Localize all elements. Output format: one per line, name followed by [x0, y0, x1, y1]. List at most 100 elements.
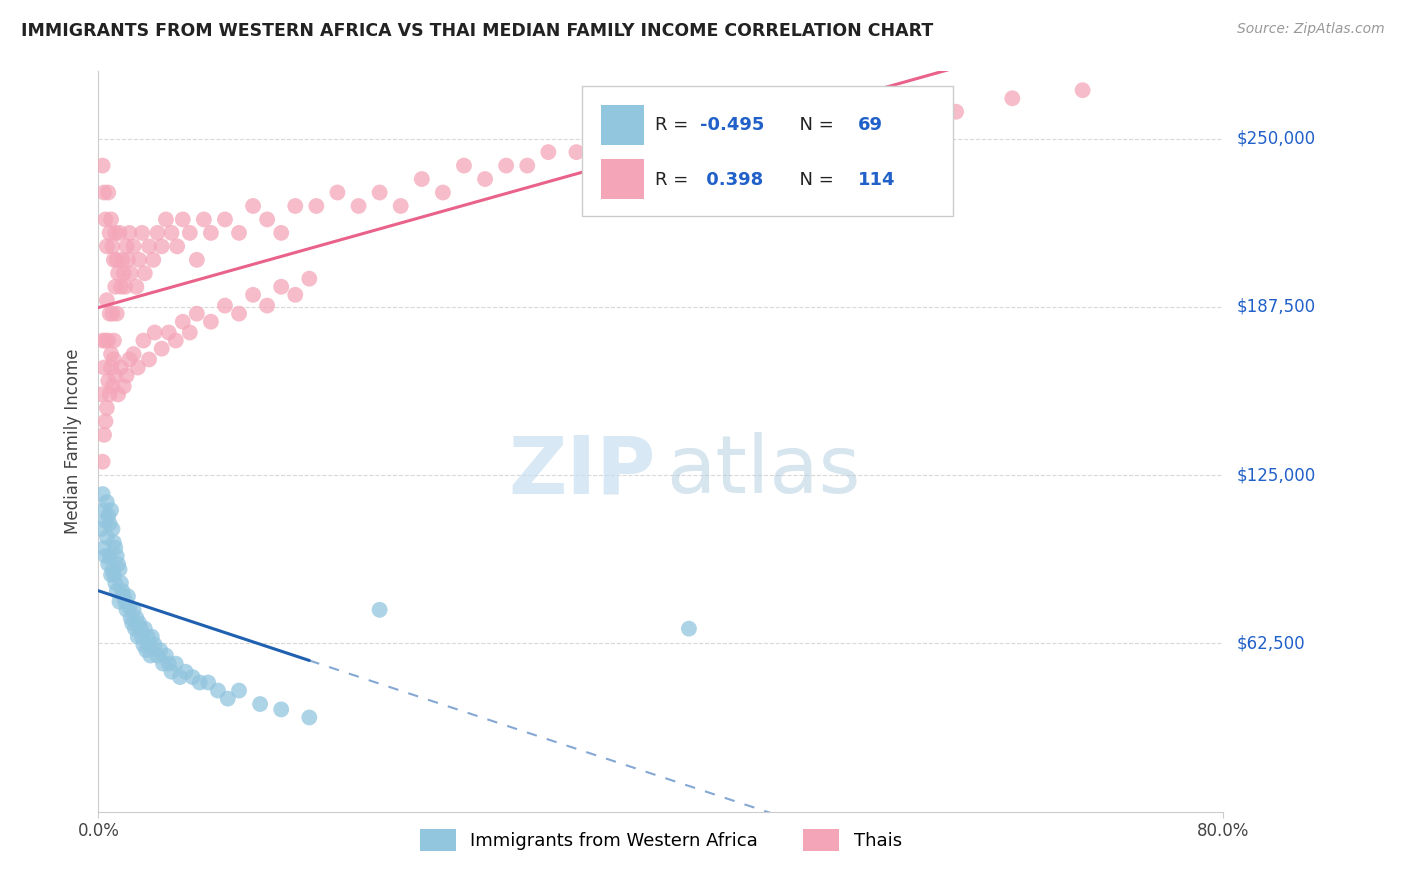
Point — [678, 622, 700, 636]
Point — [91, 487, 114, 501]
Point — [790, 104, 813, 119]
Point — [105, 549, 128, 563]
Text: N =: N = — [787, 171, 839, 189]
Point — [143, 638, 166, 652]
Point — [132, 334, 155, 348]
Point — [105, 584, 128, 599]
Point — [94, 334, 117, 348]
Point — [157, 326, 180, 340]
Point — [125, 279, 148, 293]
Point — [174, 665, 197, 679]
Point — [664, 126, 686, 140]
Text: $62,500: $62,500 — [1237, 634, 1306, 652]
Point — [1001, 91, 1024, 105]
Point — [112, 590, 135, 604]
Point — [593, 136, 616, 151]
Text: -0.495: -0.495 — [700, 117, 765, 135]
Point — [103, 252, 125, 267]
Point — [96, 530, 118, 544]
Point — [98, 226, 121, 240]
Point — [98, 549, 121, 563]
Point — [127, 360, 149, 375]
Point — [108, 595, 131, 609]
Point — [104, 541, 127, 555]
Point — [127, 630, 149, 644]
Point — [98, 387, 121, 401]
Text: ZIP: ZIP — [508, 432, 655, 510]
Point — [179, 326, 201, 340]
Point — [138, 638, 160, 652]
Point — [1071, 83, 1094, 97]
Point — [107, 266, 129, 280]
Point — [228, 683, 250, 698]
Point — [103, 567, 125, 582]
Point — [114, 279, 136, 293]
Point — [101, 379, 124, 393]
Point — [93, 360, 115, 375]
Point — [706, 118, 728, 132]
Point — [115, 603, 138, 617]
Point — [90, 387, 112, 401]
Point — [110, 575, 132, 590]
Point — [100, 503, 122, 517]
Point — [131, 226, 153, 240]
Point — [93, 427, 115, 442]
Point — [193, 212, 215, 227]
Point — [97, 508, 120, 523]
Point — [93, 541, 115, 555]
Text: N =: N = — [787, 117, 839, 135]
FancyBboxPatch shape — [602, 159, 644, 200]
Text: $250,000: $250,000 — [1237, 129, 1316, 148]
Point — [565, 145, 588, 160]
Point — [94, 414, 117, 428]
Text: 69: 69 — [858, 117, 883, 135]
Text: 0.398: 0.398 — [700, 171, 763, 189]
Point — [108, 226, 131, 240]
Point — [117, 252, 139, 267]
Point — [298, 271, 321, 285]
Point — [96, 293, 118, 308]
Point — [214, 299, 236, 313]
Point — [249, 697, 271, 711]
Point — [120, 611, 142, 625]
Point — [228, 226, 250, 240]
Point — [432, 186, 454, 200]
Point — [134, 266, 156, 280]
Point — [96, 239, 118, 253]
Point — [256, 299, 278, 313]
Point — [134, 622, 156, 636]
Point — [136, 630, 159, 644]
Point — [326, 186, 349, 200]
Point — [389, 199, 412, 213]
Point — [166, 239, 188, 253]
Point — [118, 600, 141, 615]
Point — [132, 638, 155, 652]
Y-axis label: Median Family Income: Median Family Income — [65, 349, 83, 534]
Point — [186, 307, 208, 321]
Point — [200, 226, 222, 240]
Point — [122, 603, 145, 617]
Point — [98, 516, 121, 531]
Point — [96, 495, 118, 509]
Point — [91, 159, 114, 173]
Point — [270, 279, 292, 293]
Point — [91, 455, 114, 469]
Text: IMMIGRANTS FROM WESTERN AFRICA VS THAI MEDIAN FAMILY INCOME CORRELATION CHART: IMMIGRANTS FROM WESTERN AFRICA VS THAI M… — [21, 22, 934, 40]
Point — [125, 611, 148, 625]
Point — [242, 288, 264, 302]
Point — [122, 347, 145, 361]
Point — [197, 675, 219, 690]
Point — [228, 307, 250, 321]
Point — [160, 226, 183, 240]
Point — [200, 315, 222, 329]
Point — [152, 657, 174, 671]
Text: Source: ZipAtlas.com: Source: ZipAtlas.com — [1237, 22, 1385, 37]
Point — [368, 186, 391, 200]
Point — [214, 212, 236, 227]
Point — [188, 675, 211, 690]
Point — [150, 239, 173, 253]
Point — [495, 159, 517, 173]
Point — [100, 347, 122, 361]
Point — [110, 360, 132, 375]
Point — [114, 595, 136, 609]
